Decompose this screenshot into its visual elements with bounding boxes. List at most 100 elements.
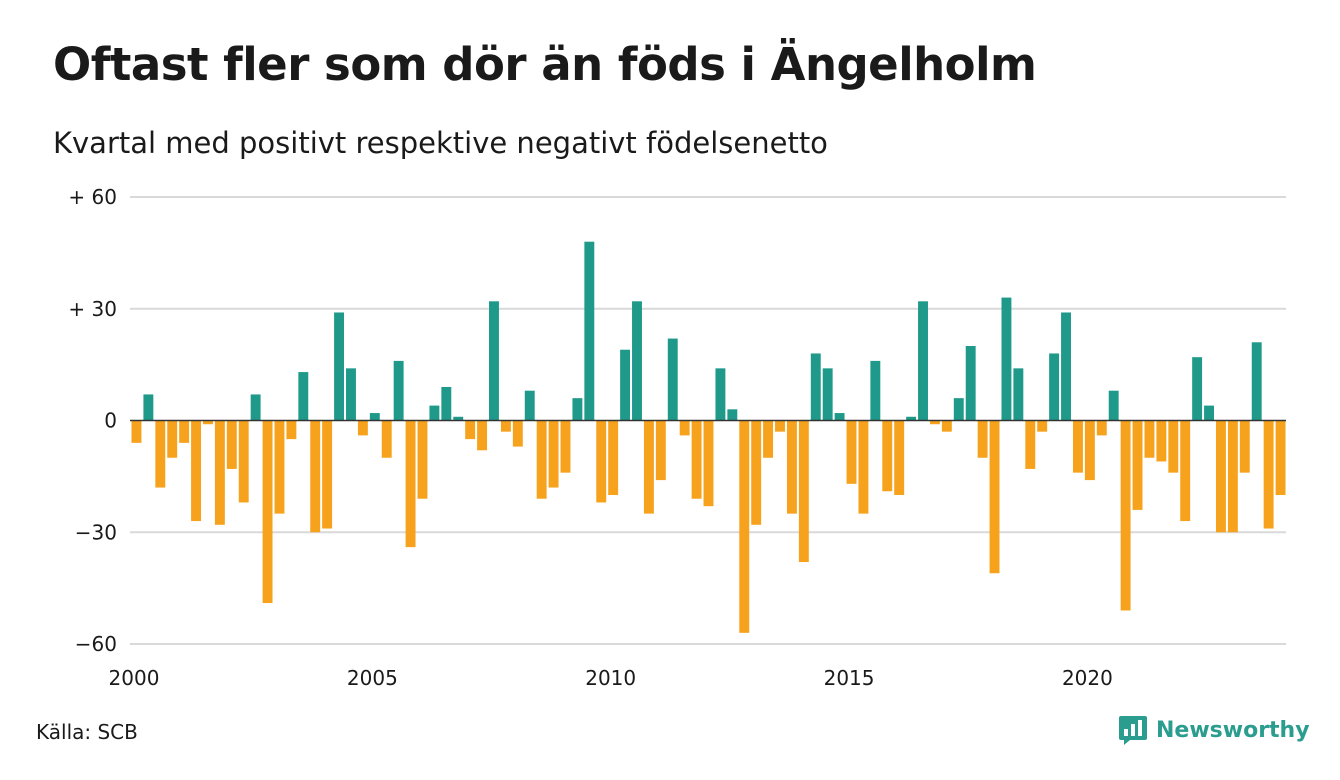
bar (262, 420, 273, 604)
bar (500, 420, 511, 432)
bar (1156, 420, 1167, 462)
bar (1263, 420, 1274, 529)
bar (727, 409, 738, 421)
bar (798, 420, 809, 563)
bar (346, 368, 356, 421)
bar (703, 420, 714, 507)
bar (477, 420, 488, 451)
bar (620, 349, 631, 421)
bar (441, 386, 452, 421)
x-tick-label: 2015 (824, 666, 875, 690)
bar (357, 420, 368, 436)
bar (715, 368, 726, 421)
bar (167, 420, 178, 458)
bar (918, 301, 928, 421)
bar (834, 413, 845, 421)
bar (846, 420, 857, 484)
bar (274, 420, 285, 514)
bar (369, 413, 380, 421)
bar (298, 372, 309, 421)
bar (1204, 405, 1214, 421)
bar (679, 420, 690, 436)
bar (1108, 390, 1119, 421)
bar (858, 420, 869, 514)
bar (489, 301, 499, 421)
bar (751, 420, 762, 525)
bar (203, 420, 213, 425)
bar (393, 360, 404, 421)
bar (1168, 420, 1179, 473)
bar (1072, 420, 1083, 473)
brand: Newsworthy (1118, 714, 1310, 746)
bar (143, 394, 154, 421)
bar (1049, 353, 1060, 421)
x-axis-ticks: 2000 2005 2010 2015 2020 (109, 666, 1113, 690)
bar (1144, 420, 1155, 458)
bar (381, 420, 392, 458)
bar (453, 416, 464, 421)
bar (1025, 420, 1036, 469)
chart-subtitle: Kvartal med positivt respektive negativt… (53, 126, 828, 160)
bar (214, 420, 225, 525)
bars (131, 241, 1286, 633)
y-axis-ticks: −60 −30 0 + 30 + 60 (68, 185, 117, 656)
bar (965, 346, 976, 421)
bar (560, 420, 571, 473)
bar (763, 420, 774, 458)
bar (131, 420, 142, 443)
bar (929, 420, 940, 425)
bar (1061, 312, 1071, 421)
x-tick-label: 2000 (109, 666, 160, 690)
bar (1239, 420, 1250, 473)
bar (191, 420, 202, 522)
bar (179, 420, 190, 443)
y-tick-label: 0 (104, 409, 117, 433)
bar (1096, 420, 1107, 436)
bar (822, 368, 833, 421)
bar (155, 420, 166, 488)
bar (882, 420, 893, 492)
bar (655, 420, 666, 481)
bar (1192, 357, 1203, 421)
bar (989, 420, 1000, 574)
bar (786, 420, 797, 514)
bar (584, 241, 595, 421)
bar (548, 420, 559, 488)
y-tick-label: −30 (75, 520, 117, 544)
bar (536, 420, 547, 499)
bar (739, 420, 750, 633)
bar (1227, 420, 1238, 533)
bar (322, 420, 333, 529)
y-tick-label: −60 (75, 632, 117, 656)
bar (775, 420, 785, 432)
bar (870, 360, 881, 421)
bar (1013, 368, 1024, 421)
bar-chart: −60 −30 0 + 30 + 60 2000 2005 2010 2015 2020 (68, 185, 1286, 690)
newsworthy-logo-icon (1119, 716, 1147, 745)
bar (1084, 420, 1095, 481)
y-tick-label: + 30 (68, 297, 117, 321)
bar (1275, 420, 1286, 495)
bar (1120, 420, 1131, 611)
bar (1215, 420, 1226, 533)
bar (691, 420, 702, 499)
brand-name: Newsworthy (1156, 717, 1310, 743)
bar (667, 338, 678, 421)
bar (953, 398, 964, 421)
chart-title: Oftast fler som dör än föds i Ängelholm (53, 38, 1037, 91)
bar (524, 390, 535, 421)
x-tick-label: 2010 (585, 666, 636, 690)
bar (310, 420, 321, 533)
bar (977, 420, 988, 458)
bar (596, 420, 607, 503)
bar (906, 416, 917, 421)
bar (512, 420, 523, 447)
bar (894, 420, 905, 495)
bar (643, 420, 654, 514)
bar (405, 420, 416, 548)
bar (941, 420, 952, 432)
bar (1180, 420, 1191, 522)
source-note: Källa: SCB (36, 720, 138, 744)
y-tick-label: + 60 (68, 185, 117, 209)
x-tick-label: 2020 (1062, 666, 1113, 690)
